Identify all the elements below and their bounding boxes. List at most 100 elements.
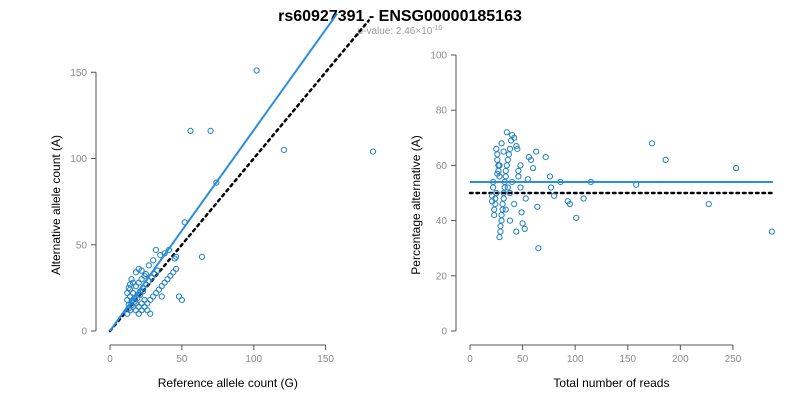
data-point (504, 156, 511, 163)
data-point (491, 211, 498, 219)
x-axis-label: Reference allele count (G) (158, 376, 298, 390)
data-point (147, 296, 154, 304)
data-point (508, 131, 516, 139)
data-point (530, 165, 537, 172)
data-point (535, 245, 542, 252)
data-point (152, 289, 160, 297)
data-point (280, 146, 288, 153)
data-point (518, 209, 525, 216)
data-point (573, 214, 580, 221)
data-point (522, 195, 529, 202)
data-point (497, 223, 504, 230)
data-point (129, 289, 137, 297)
data-point (253, 67, 260, 74)
data-point (513, 228, 520, 235)
data-point (513, 142, 520, 150)
data-point (213, 179, 220, 186)
data-point (135, 310, 142, 317)
data-point (150, 293, 157, 300)
data-point (494, 170, 501, 177)
y-tick-label: 60 (436, 161, 448, 172)
y-tick-label: 0 (441, 327, 447, 338)
data-point (132, 283, 139, 290)
data-point (147, 310, 154, 317)
y-tick-label: 50 (76, 240, 88, 251)
data-point (135, 279, 142, 286)
x-tick-label: 150 (317, 354, 334, 365)
data-point (580, 195, 587, 202)
data-point (503, 162, 510, 169)
data-point (138, 276, 145, 283)
data-point (173, 253, 180, 260)
data-point (502, 167, 509, 175)
data-point (732, 165, 740, 172)
y-tick-label: 150 (70, 68, 87, 79)
data-point (496, 162, 503, 169)
data-point (150, 257, 157, 264)
data-point (498, 211, 505, 219)
data-point (551, 192, 558, 199)
data-point (132, 307, 139, 314)
data-point (173, 265, 180, 272)
data-point (498, 140, 505, 147)
data-point (648, 140, 656, 147)
data-point (496, 234, 503, 241)
x-tick-label: 50 (517, 354, 529, 365)
data-point (488, 192, 496, 199)
y-tick-label: 20 (436, 271, 448, 282)
data-point (187, 127, 194, 134)
data-point (505, 151, 513, 158)
data-point (497, 228, 504, 235)
x-tick-label: 0 (467, 354, 473, 365)
data-point (504, 184, 511, 191)
data-point (167, 272, 174, 279)
chart-title: rs60927391 - ENSG00000185163 (278, 8, 522, 25)
data-point (164, 276, 171, 283)
left-scatter-panel: 0 50 100 150 0 50 100 150 Reference allele count… (49, 13, 377, 390)
y-tick-label: 100 (430, 51, 447, 62)
data-point (533, 148, 540, 155)
fit-line (109, 13, 338, 332)
x-tick-label: 100 (245, 354, 262, 365)
y-tick-label: 100 (70, 154, 87, 165)
right-scatter-panel: 0 20 40 60 80 100 0 50 100 150 200 250 Total number … (409, 51, 775, 390)
data-point (207, 127, 214, 134)
data-point (662, 156, 669, 163)
data-point (517, 184, 524, 191)
data-point (542, 154, 549, 161)
data-point (124, 289, 131, 297)
data-point (546, 173, 554, 180)
x-tick-label: 100 (567, 354, 584, 365)
data-point (490, 184, 497, 191)
data-point (511, 200, 518, 208)
data-point (124, 296, 131, 304)
data-point (534, 203, 541, 210)
data-point (564, 198, 571, 205)
data-point (139, 288, 147, 295)
subtitle-text: p-value: 2.46×10 (358, 26, 433, 37)
data-point (525, 154, 532, 161)
data-point (500, 195, 507, 202)
data-point (515, 167, 522, 175)
data-point (519, 220, 526, 227)
data-point (501, 184, 508, 191)
x-tick-label: 200 (672, 354, 689, 365)
data-point (170, 269, 177, 276)
data-point (178, 296, 185, 304)
x-tick-label: 150 (619, 354, 636, 365)
x-axis-label: Total number of reads (553, 376, 669, 390)
data-point (521, 225, 528, 232)
data-point (141, 303, 148, 310)
data-point (547, 184, 555, 191)
subtitle-exponent: -10 (432, 25, 442, 32)
data-point (145, 262, 152, 269)
data-point (499, 200, 506, 208)
chart-subtitle: p-value: 2.46×10-10 (358, 25, 443, 37)
data-point (142, 270, 150, 278)
data-point (506, 217, 514, 224)
data-point (494, 156, 501, 163)
data-point (141, 296, 148, 304)
data-point (499, 206, 506, 213)
data-point (161, 279, 168, 286)
